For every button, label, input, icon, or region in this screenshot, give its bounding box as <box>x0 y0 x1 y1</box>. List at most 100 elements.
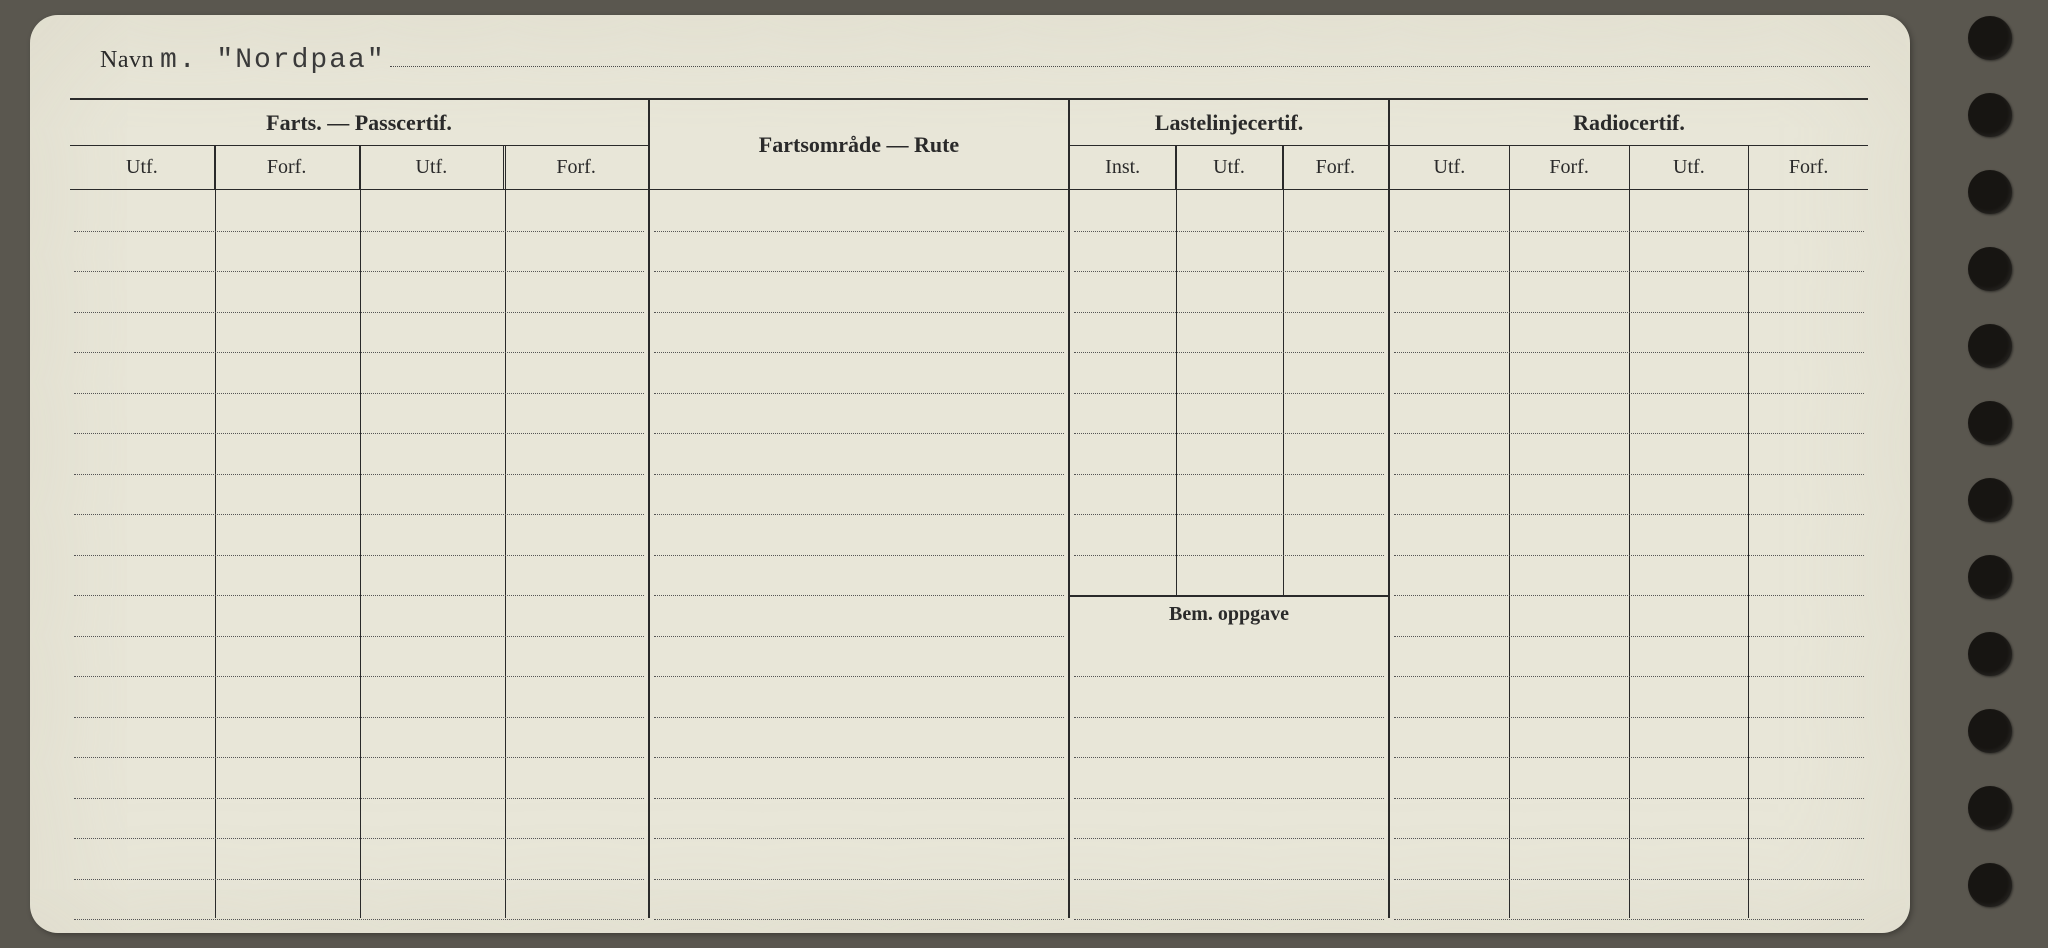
binder-hole <box>1968 247 2012 291</box>
dotted-row <box>1074 352 1384 353</box>
col-forf: Forf. <box>1283 146 1388 189</box>
dotted-row <box>1394 231 1864 232</box>
dotted-row <box>1394 433 1864 434</box>
dotted-row <box>1074 514 1384 515</box>
col-utf: Utf. <box>360 146 505 189</box>
col-utf: Utf. <box>1390 146 1510 189</box>
dotted-row <box>74 352 644 353</box>
dotted-row <box>1074 474 1384 475</box>
section-fartsomrade-rute: Fartsområde — Rute <box>650 100 1070 918</box>
dotted-row <box>1074 231 1384 232</box>
dotted-row <box>1074 879 1384 880</box>
binder-hole <box>1968 478 2012 522</box>
binder-hole <box>1968 324 2012 368</box>
dotted-row <box>74 514 644 515</box>
dotted-row <box>654 514 1064 515</box>
dotted-row <box>74 555 644 556</box>
binder-hole <box>1968 170 2012 214</box>
dotted-row <box>74 474 644 475</box>
dotted-row <box>1394 838 1864 839</box>
col-forf: Forf. <box>215 146 360 189</box>
dotted-row <box>654 757 1064 758</box>
index-card: Navn m. "Nordpaa" Farts. — Passcertif. U… <box>30 15 1910 933</box>
dotted-row <box>1394 636 1864 637</box>
navn-label: Navn <box>100 47 154 74</box>
dotted-row <box>654 231 1064 232</box>
dotted-row <box>1074 838 1384 839</box>
dotted-row <box>654 474 1064 475</box>
dotted-row <box>74 393 644 394</box>
dotted-row <box>74 636 644 637</box>
binder-hole <box>1968 401 2012 445</box>
col-utf: Utf. <box>70 146 215 189</box>
dotted-row <box>1074 798 1384 799</box>
section-farts-passcertif: Farts. — Passcertif. Utf. Forf. Utf. For… <box>70 100 650 918</box>
dotted-row <box>1394 676 1864 677</box>
rows-laste <box>1070 190 1388 918</box>
dotted-row <box>654 433 1064 434</box>
dotted-row <box>1074 757 1384 758</box>
subheader-farts: Utf. Forf. Utf. Forf. <box>70 146 648 190</box>
group-header-rute: Fartsområde — Rute <box>650 100 1068 190</box>
dotted-row <box>1394 555 1864 556</box>
dotted-row <box>654 879 1064 880</box>
dotted-row <box>654 676 1064 677</box>
dotted-row <box>74 595 644 596</box>
dotted-row <box>74 312 644 313</box>
dotted-row <box>654 717 1064 718</box>
dotted-row <box>74 879 644 880</box>
dotted-row <box>74 271 644 272</box>
dotted-row <box>1394 879 1864 880</box>
subheader-laste: Inst. Utf. Forf. <box>1070 146 1388 190</box>
dotted-row <box>1074 555 1384 556</box>
dotted-row <box>654 352 1064 353</box>
dotted-row <box>1394 798 1864 799</box>
dotted-row <box>1394 271 1864 272</box>
rows-rute <box>650 190 1068 918</box>
binder-hole <box>1968 863 2012 907</box>
dotted-row <box>654 798 1064 799</box>
dotted-row <box>74 838 644 839</box>
col-utf: Utf. <box>1630 146 1750 189</box>
group-header-laste: Lastelinjecertif. <box>1070 100 1388 146</box>
col-utf: Utf. <box>1176 146 1282 189</box>
binder-holes <box>1956 0 2026 948</box>
dotted-row <box>654 312 1064 313</box>
dotted-row <box>654 271 1064 272</box>
dotted-row <box>74 757 644 758</box>
dotted-row <box>654 636 1064 637</box>
dotted-row <box>1394 312 1864 313</box>
dotted-row <box>74 919 644 920</box>
dotted-row <box>654 838 1064 839</box>
col-forf: Forf. <box>1749 146 1868 189</box>
navn-dotted-line <box>390 66 1870 67</box>
dotted-row <box>654 919 1064 920</box>
group-header-radio: Radiocertif. <box>1390 100 1868 146</box>
section-lastelinjecertif: Lastelinjecertif. Inst. Utf. Forf. Bem. … <box>1070 100 1390 918</box>
dotted-row <box>1394 595 1864 596</box>
bem-oppgave-label: Bem. oppgave <box>1070 603 1388 626</box>
binder-hole <box>1968 709 2012 753</box>
binder-hole <box>1968 632 2012 676</box>
bem-divider <box>1070 595 1388 597</box>
dotted-row <box>1394 514 1864 515</box>
dotted-row <box>74 717 644 718</box>
dotted-row <box>1074 433 1384 434</box>
dotted-row <box>1074 312 1384 313</box>
dotted-row <box>1074 676 1384 677</box>
dotted-row <box>1394 474 1864 475</box>
navn-row: Navn m. "Nordpaa" <box>70 45 1870 76</box>
dotted-row <box>1074 271 1384 272</box>
dotted-row <box>1074 393 1384 394</box>
form-grid: Farts. — Passcertif. Utf. Forf. Utf. For… <box>70 98 1868 918</box>
dotted-row <box>1394 393 1864 394</box>
binder-hole <box>1968 93 2012 137</box>
dotted-row <box>654 555 1064 556</box>
binder-hole <box>1968 786 2012 830</box>
dotted-row <box>1394 757 1864 758</box>
col-inst: Inst. <box>1070 146 1176 189</box>
dotted-row <box>1394 717 1864 718</box>
dotted-row <box>74 798 644 799</box>
dotted-row <box>654 393 1064 394</box>
binder-hole <box>1968 16 2012 60</box>
